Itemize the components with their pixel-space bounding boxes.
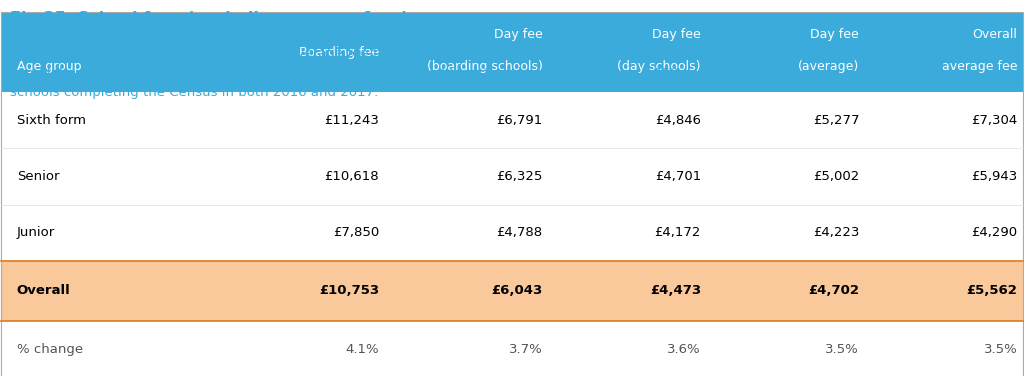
Text: £7,304: £7,304 [971, 114, 1018, 127]
Text: (day schools): (day schools) [617, 60, 700, 73]
Text: £6,791: £6,791 [497, 114, 543, 127]
Text: £5,002: £5,002 [813, 170, 859, 183]
Bar [1, 92, 1023, 149]
Text: Age group: Age group [16, 60, 81, 73]
Bar [1, 205, 1023, 261]
Text: 4.1%: 4.1% [346, 343, 379, 356]
Bar [1, 149, 1023, 205]
Text: 3.5%: 3.5% [825, 343, 859, 356]
Text: £11,243: £11,243 [325, 114, 379, 127]
Text: Senior: Senior [16, 170, 59, 183]
Text: £10,753: £10,753 [319, 285, 379, 297]
Text: 3.7%: 3.7% [509, 343, 543, 356]
Text: £4,290: £4,290 [972, 226, 1018, 240]
Bar [1, 261, 1023, 321]
Text: £4,473: £4,473 [650, 285, 700, 297]
Text: average fee: average fee [942, 60, 1018, 73]
Bar [1, 321, 1023, 376]
Text: (boarding schools): (boarding schools) [427, 60, 543, 73]
Text: £4,702: £4,702 [808, 285, 859, 297]
Text: Day fee: Day fee [810, 28, 859, 41]
Text: £4,701: £4,701 [654, 170, 700, 183]
Text: £5,277: £5,277 [813, 114, 859, 127]
Text: Day fee: Day fee [652, 28, 700, 41]
Text: Boarding fee: Boarding fee [299, 46, 379, 59]
Text: Overall: Overall [16, 285, 71, 297]
Text: £4,788: £4,788 [497, 226, 543, 240]
Text: £4,223: £4,223 [813, 226, 859, 240]
Text: £5,943: £5,943 [971, 170, 1018, 183]
Text: £6,043: £6,043 [492, 285, 543, 297]
Text: £7,850: £7,850 [333, 226, 379, 240]
Text: Fig 25. School fees (excluding nursery fees): Fig 25. School fees (excluding nursery f… [10, 11, 409, 26]
Text: 3.5%: 3.5% [984, 343, 1018, 356]
Text: Day fee: Day fee [494, 28, 543, 41]
Text: Sixth form: Sixth form [16, 114, 86, 127]
Text: Overall: Overall [973, 28, 1018, 41]
Text: £6,325: £6,325 [497, 170, 543, 183]
Text: £5,562: £5,562 [967, 285, 1018, 297]
Text: 3.6%: 3.6% [668, 343, 700, 356]
Text: Junior: Junior [16, 226, 55, 240]
Text: £4,172: £4,172 [654, 226, 700, 240]
Text: Figures represent average fees per term. Average fee figures are based on fees a: Figures represent average fees per term.… [10, 47, 679, 99]
Text: £4,846: £4,846 [655, 114, 700, 127]
Bar [1, 12, 1023, 92]
Text: % change: % change [16, 343, 83, 356]
Text: £10,618: £10,618 [325, 170, 379, 183]
Text: (average): (average) [798, 60, 859, 73]
